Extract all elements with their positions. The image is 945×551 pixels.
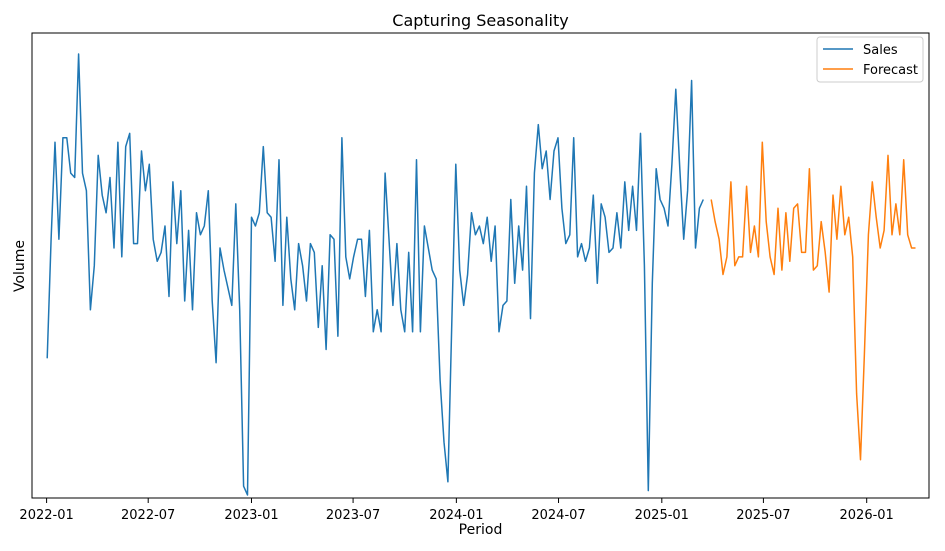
y-axis-label: Volume — [12, 240, 28, 292]
x-tick-label: 2024-01 — [429, 508, 483, 523]
plot-area — [46, 53, 916, 496]
legend-label-forecast: Forecast — [863, 63, 918, 78]
x-tick-label: 2023-07 — [326, 508, 380, 523]
legend-label-sales: Sales — [863, 43, 898, 58]
x-tick-label: 2022-07 — [121, 508, 175, 523]
legend: Sales Forecast — [816, 36, 924, 83]
chart-title: Capturing Seasonality — [392, 11, 568, 30]
x-axis-label: Period — [459, 522, 503, 538]
series-line-sales — [46, 53, 704, 496]
series-line-forecast — [710, 141, 916, 461]
x-tick-label: 2025-07 — [736, 508, 790, 523]
x-tick-label: 2023-01 — [224, 508, 278, 523]
x-axis: 2022-01 2022-07 2023-01 2023-07 2024-01 2024-… — [19, 498, 894, 523]
x-tick-label: 2022-01 — [19, 508, 73, 523]
x-tick-label: 2025-01 — [635, 508, 689, 523]
plot-frame — [31, 32, 930, 499]
x-tick-label: 2026-01 — [840, 508, 894, 523]
x-tick-label: 2024-07 — [531, 508, 585, 523]
